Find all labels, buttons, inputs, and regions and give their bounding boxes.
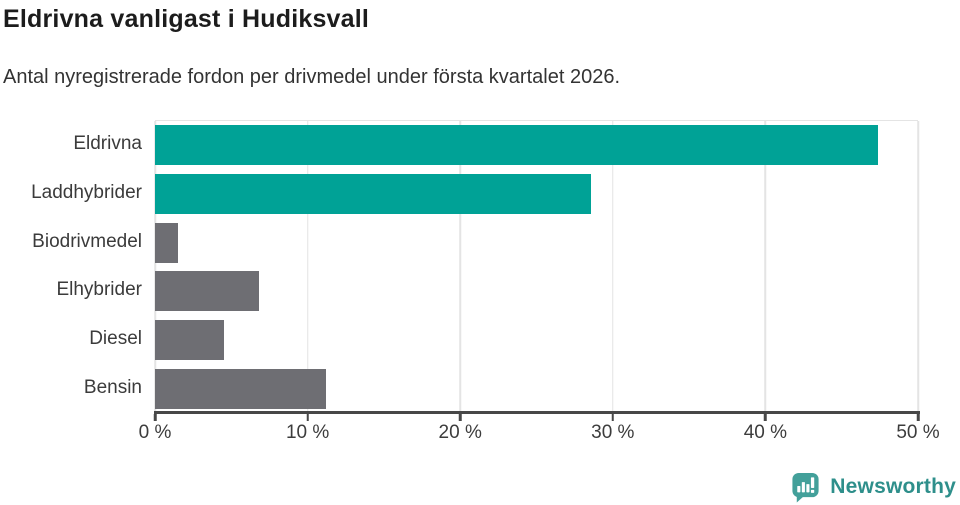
bar-laddhybrider: [155, 173, 592, 214]
gridline: [154, 121, 156, 413]
x-tick: [916, 414, 920, 421]
x-tick-label: 0 %: [138, 422, 172, 443]
bar-row: [155, 267, 918, 316]
bar-row: [155, 121, 918, 170]
x-tick-label: 50 %: [896, 422, 940, 443]
bar-row: [155, 218, 918, 267]
x-tick-label: 10 %: [285, 422, 330, 443]
category-label: Biodrivmedel: [32, 230, 142, 252]
bar-row: [155, 316, 918, 365]
newsworthy-logo-text: Newsworthy: [830, 475, 956, 498]
x-tick: [153, 414, 157, 421]
newsworthy-logo: Newsworthy: [790, 471, 956, 503]
category-label: Diesel: [89, 327, 142, 349]
plot-area: [154, 120, 919, 413]
x-tick: [611, 414, 615, 421]
x-tick: [764, 414, 767, 421]
chart-subtitle: Antal nyregistrerade fordon per drivmede…: [3, 66, 621, 88]
x-tick-label: 40 %: [743, 422, 788, 443]
chart-title: Eldrivna vanligast i Hudiksvall: [3, 5, 370, 33]
x-tick-label: 20 %: [438, 422, 482, 443]
x-axis-ticks: [153, 414, 920, 422]
category-label: Elhybrider: [56, 279, 142, 301]
gridline: [612, 121, 614, 413]
x-tick: [458, 414, 462, 421]
category-label: Eldrivna: [73, 133, 142, 155]
bar-eldrivna: [155, 125, 879, 166]
newsworthy-logo-icon: [792, 472, 819, 503]
bar-row: [155, 364, 918, 413]
category-label: Laddhybrider: [31, 181, 142, 203]
gridline: [459, 121, 461, 413]
x-tick-label: 30 %: [591, 422, 635, 443]
bar-bensin: [155, 368, 326, 409]
category-labels: Eldrivna Laddhybrider Biodrivmedel Elhybrid…: [0, 120, 142, 412]
gridline: [764, 121, 767, 413]
x-tick: [306, 414, 309, 421]
bar-diesel: [155, 319, 224, 360]
gridline: [306, 121, 309, 413]
gridline: [917, 121, 919, 413]
x-axis-tick-labels: 0 % 10 % 20 % 30 % 40 % 50 %: [139, 422, 940, 446]
x-axis-line: [154, 411, 920, 414]
bar-biodrivmedel: [155, 222, 178, 263]
category-label: Bensin: [83, 376, 142, 398]
bar-row: [155, 170, 918, 219]
bar-elhybrider: [155, 271, 259, 312]
